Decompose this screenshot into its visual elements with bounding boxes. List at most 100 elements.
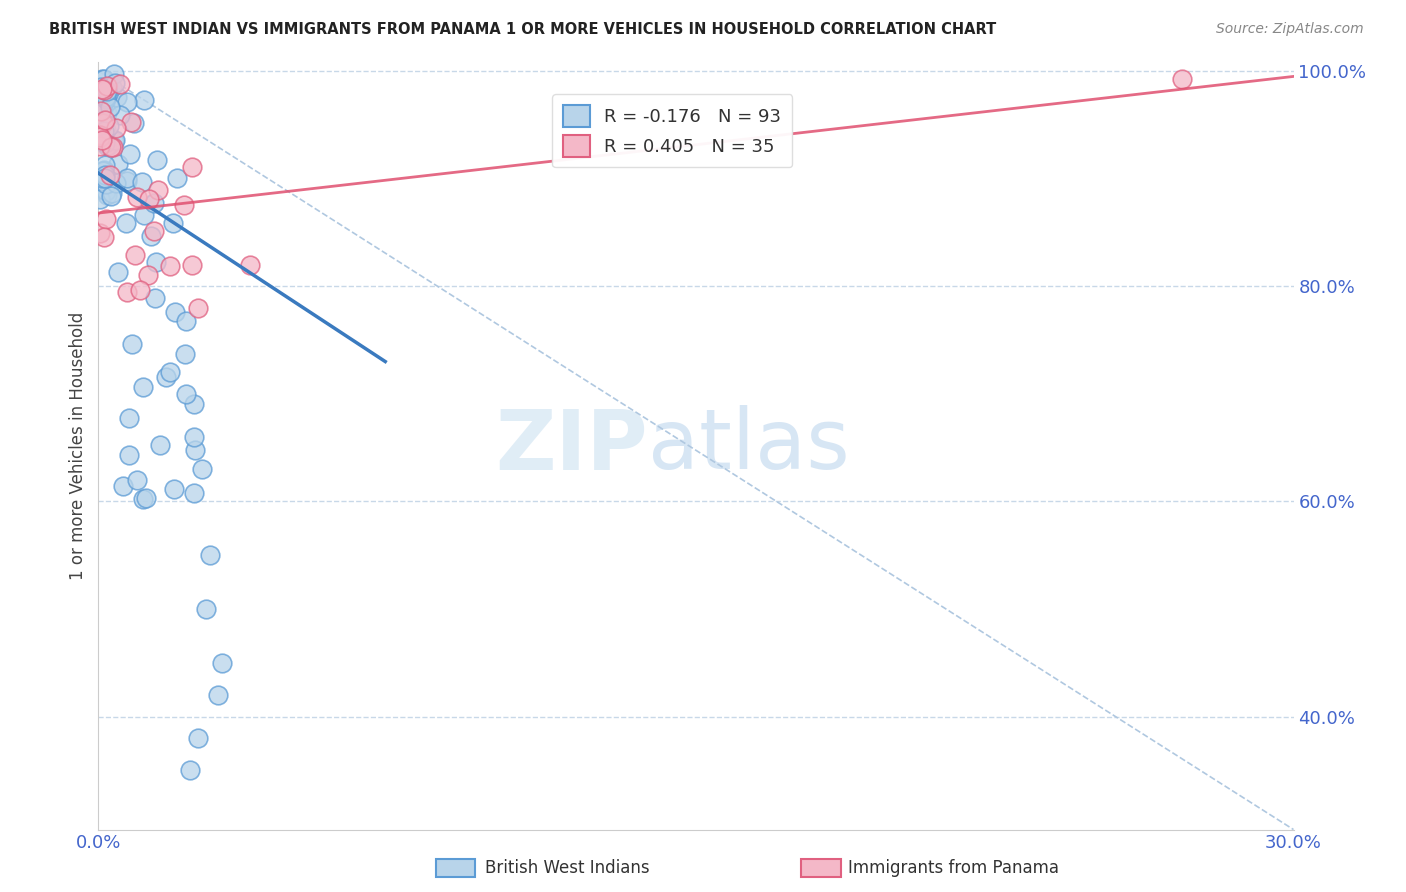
- Point: [94, 92, 117, 106]
- Point: [179, 764, 201, 778]
- Point: [173, 198, 195, 212]
- Point: [90, 82, 112, 96]
- Point: [94, 90, 117, 104]
- Point: [93, 82, 115, 96]
- Point: [93, 132, 115, 146]
- Point: [107, 157, 129, 171]
- Point: [107, 265, 129, 279]
- Point: [94, 123, 117, 137]
- Point: [91, 164, 114, 178]
- Point: [90, 104, 112, 119]
- Point: [89, 192, 111, 206]
- Point: [93, 83, 115, 97]
- Point: [145, 254, 167, 268]
- Point: [163, 305, 186, 319]
- Point: [122, 116, 145, 130]
- Point: [91, 171, 114, 186]
- Point: [132, 380, 155, 394]
- Point: [138, 193, 160, 207]
- Point: [96, 86, 118, 100]
- Point: [162, 216, 184, 230]
- Point: [98, 168, 121, 182]
- Point: [89, 226, 111, 240]
- Point: [191, 462, 214, 476]
- Point: [93, 163, 115, 178]
- Text: Source: ZipAtlas.com: Source: ZipAtlas.com: [1216, 22, 1364, 37]
- Point: [94, 171, 117, 186]
- Point: [118, 448, 141, 462]
- Point: [183, 486, 205, 500]
- Text: Immigrants from Panama: Immigrants from Panama: [848, 859, 1059, 877]
- Point: [159, 365, 181, 379]
- Point: [166, 170, 188, 185]
- Point: [174, 387, 197, 401]
- Point: [89, 88, 111, 103]
- Point: [135, 491, 157, 505]
- Point: [96, 188, 118, 202]
- Point: [115, 95, 138, 109]
- Point: [115, 171, 138, 186]
- Point: [138, 268, 160, 283]
- Point: [100, 140, 122, 154]
- Point: [180, 258, 202, 272]
- Point: [89, 130, 111, 145]
- Point: [94, 158, 117, 172]
- Point: [96, 139, 118, 153]
- Point: [90, 79, 112, 94]
- Point: [97, 119, 120, 133]
- Text: ZIP: ZIP: [496, 406, 648, 486]
- Point: [163, 482, 186, 496]
- Point: [121, 336, 143, 351]
- Point: [89, 138, 111, 153]
- Point: [94, 184, 117, 198]
- Point: [108, 77, 131, 91]
- Point: [146, 153, 169, 167]
- Point: [96, 106, 118, 120]
- Point: [100, 100, 122, 114]
- Point: [143, 291, 166, 305]
- Point: [97, 87, 120, 102]
- Point: [174, 314, 197, 328]
- Point: [90, 133, 112, 147]
- Point: [148, 183, 170, 197]
- Point: [120, 147, 142, 161]
- Point: [108, 108, 131, 122]
- Point: [93, 229, 115, 244]
- Point: [125, 190, 148, 204]
- Point: [111, 479, 134, 493]
- Point: [94, 168, 117, 182]
- Point: [124, 248, 146, 262]
- Point: [93, 116, 115, 130]
- Point: [96, 177, 118, 191]
- Point: [134, 209, 156, 223]
- Point: [91, 101, 114, 115]
- Point: [96, 79, 118, 94]
- Point: [211, 656, 233, 670]
- Point: [94, 126, 117, 140]
- Point: [89, 90, 111, 104]
- Point: [96, 84, 118, 98]
- Point: [187, 731, 209, 745]
- Point: [180, 160, 202, 174]
- Point: [184, 442, 207, 457]
- Y-axis label: 1 or more Vehicles in Household: 1 or more Vehicles in Household: [69, 312, 87, 580]
- Point: [94, 113, 117, 128]
- Point: [105, 90, 128, 104]
- Point: [93, 124, 115, 138]
- Point: [115, 285, 138, 299]
- Point: [159, 259, 181, 273]
- Text: British West Indians: British West Indians: [485, 859, 650, 877]
- Point: [89, 128, 111, 142]
- Point: [115, 174, 138, 188]
- Point: [90, 108, 112, 122]
- Text: atlas: atlas: [648, 406, 849, 486]
- Point: [89, 93, 111, 107]
- Point: [1171, 71, 1194, 86]
- Point: [239, 258, 262, 272]
- Point: [155, 370, 177, 384]
- Point: [103, 134, 125, 148]
- Point: [98, 137, 121, 152]
- Point: [132, 491, 155, 506]
- Point: [149, 438, 172, 452]
- Point: [100, 189, 122, 203]
